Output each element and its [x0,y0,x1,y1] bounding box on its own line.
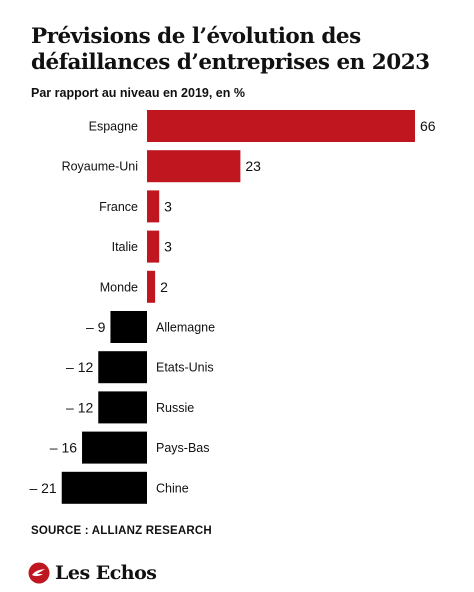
bar-france [147,190,160,223]
value-label-chine: – 21 [29,480,56,496]
category-label-allemagne: Allemagne [156,321,215,335]
source-note: SOURCE : ALLIANZ RESEARCH [31,525,212,537]
logo-text: Les Echos [55,562,157,584]
category-label-italie: Italie [112,240,138,254]
category-label-chine: Chine [156,481,189,495]
category-label-russie: Russie [156,401,194,415]
value-label-russie: – 12 [66,399,93,415]
category-label-france: France [99,200,138,214]
bar-russie [98,391,147,424]
category-label-monde: Monde [100,280,138,294]
chart-subtitle: Par rapport au niveau en 2019, en % [31,86,245,100]
bar-espagne [147,110,415,142]
les-echos-emblem-icon [28,562,50,584]
bar-allemagne [110,311,147,343]
value-label-pays-bas: – 16 [50,440,77,456]
value-label-royaume-uni: 23 [245,158,261,174]
bar-chart: Espagne 66 Royaume-Uni 23 France 3 Italie 3 Mond… [29,110,436,504]
chart-title: Prévisions de l’évolution des défaillanc… [31,24,430,75]
bar-chine [61,471,147,504]
category-label-royaume-uni: Royaume-Uni [62,160,138,174]
value-label-espagne: 66 [420,118,436,134]
value-label-italie: 3 [164,239,172,255]
category-label-espagne: Espagne [89,120,138,134]
value-label-france: 3 [164,198,172,214]
bar-monde [147,270,156,303]
bar-pays-bas [82,431,147,464]
bar-italie [147,230,160,263]
category-label-etats-unis: Etats-Unis [156,361,214,375]
bar-royaume-uni [147,150,241,183]
value-label-monde: 2 [160,279,168,295]
bar-etats-unis [98,351,147,384]
les-echos-logo: Les Echos [28,559,157,587]
value-label-allemagne: – 9 [86,319,106,335]
value-label-etats-unis: – 12 [66,359,93,375]
category-label-pays-bas: Pays-Bas [156,441,210,455]
